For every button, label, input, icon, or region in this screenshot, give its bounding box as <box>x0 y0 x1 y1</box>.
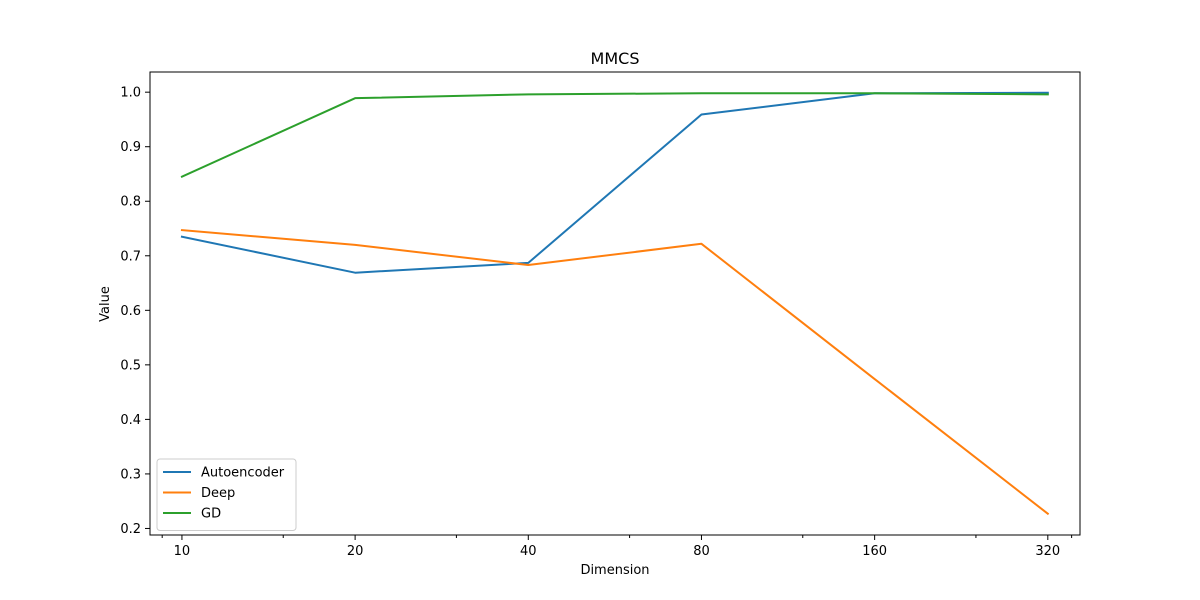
chart-title: MMCS <box>591 49 640 68</box>
y-tick-label: 0.3 <box>120 467 141 482</box>
x-tick-label: 320 <box>1035 544 1060 559</box>
plot-area <box>149 71 1081 536</box>
y-tick-label: 0.4 <box>120 413 141 428</box>
x-tick-label: 160 <box>862 544 887 559</box>
series-line-gd <box>180 92 1049 179</box>
series-line-autoencoder <box>180 91 1049 274</box>
y-tick-label: 0.9 <box>120 140 141 155</box>
x-tick-label: 10 <box>174 544 191 559</box>
legend-box <box>156 458 297 531</box>
x-axis: 10 20 40 80 160 320 <box>161 535 1073 559</box>
legend: Autoencoder Deep GD <box>156 458 297 531</box>
legend-label: GD <box>201 507 221 522</box>
x-tick-label: 40 <box>520 544 537 559</box>
x-tick-label: 80 <box>693 544 710 559</box>
legend-label: Autoencoder <box>201 466 285 481</box>
y-tick-label: 0.2 <box>120 522 141 537</box>
plot-frame <box>149 71 1081 536</box>
y-tick-label: 0.7 <box>120 249 141 264</box>
y-axis-label: Value <box>98 286 113 322</box>
y-tick-label: 0.6 <box>120 304 141 319</box>
y-axis: 0.2 0.3 0.4 0.5 0.6 0.7 0.8 0.9 1.0 <box>120 86 150 537</box>
x-axis-label: Dimension <box>580 563 649 578</box>
y-tick-label: 0.5 <box>120 358 141 373</box>
y-tick-label: 0.8 <box>120 195 141 210</box>
x-tick-label: 20 <box>347 544 364 559</box>
series-line-deep <box>180 229 1050 516</box>
y-tick-label: 1.0 <box>120 86 141 101</box>
legend-label: Deep <box>201 486 235 501</box>
series-group <box>180 91 1050 516</box>
